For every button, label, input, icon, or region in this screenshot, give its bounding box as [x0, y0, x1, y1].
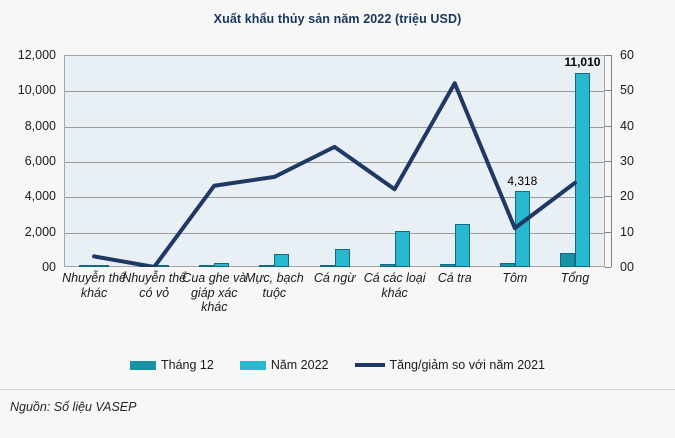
x-axis-category-label: Tôm: [502, 271, 528, 285]
y-axis-right-tick-label: 20: [620, 189, 634, 204]
trend-line-svg: [92, 81, 577, 269]
bar-series-layer: [64, 55, 605, 267]
bar-nam-2022: [394, 230, 410, 267]
bar-nam-2022: [454, 223, 470, 267]
data-label: 4,318: [507, 173, 538, 188]
x-axis-category-label: Nhuyễn thể có vỏ: [122, 271, 187, 300]
gridline: [65, 91, 604, 93]
legend-swatch-line-icon: [354, 363, 385, 367]
data-labels-layer: 4,318 11,010: [64, 55, 605, 267]
y-axis-left-tick-label: 00: [42, 260, 56, 274]
legend-swatch-bar-icon: [239, 360, 266, 370]
source-note: Nguồn: Số liệu VASEP: [10, 400, 137, 414]
bar-nam-2022: [94, 265, 110, 267]
legend-item-label: Tháng 12: [160, 358, 214, 372]
bar-thang-12: [559, 253, 575, 267]
y-axis-right-tick: [605, 55, 611, 56]
x-axis-category-label: Mực, bạch tuộc: [245, 271, 304, 300]
y-axis-right-tick: [605, 231, 611, 233]
gridline: [65, 197, 604, 199]
bar-thang-12: [499, 262, 515, 267]
y-axis-left-tick-label: 2,000: [24, 224, 56, 239]
x-axis-categories: Nhuyễn thể khác Nhuyễn thể có vỏ Cua ghe v…: [62, 271, 605, 351]
y-axis-left-tick-label: 10,000: [17, 83, 56, 98]
y-axis-right-tick: [605, 90, 611, 92]
x-axis-category-label: Nhuyễn thể khác: [62, 271, 127, 300]
chart-legend: Tháng 12 Năm 2022 Tăng/giảm so với năm 202…: [0, 358, 675, 372]
y-axis-right-tick-label: 30: [620, 154, 634, 168]
legend-item[interactable]: Tháng 12: [129, 358, 214, 372]
y-axis-left-tick-label: 8,000: [24, 118, 56, 133]
legend-item-label: Tăng/giảm so với năm 2021: [389, 358, 546, 372]
x-axis-category-label: Cá tra: [437, 271, 472, 285]
right-axis-line: [611, 55, 612, 267]
gridline: [65, 232, 604, 234]
bar-nam-2022: [574, 72, 590, 267]
y-axis-right-tick-label: 50: [620, 83, 634, 98]
legend-swatch-bar-icon: [129, 360, 156, 370]
bar-thang-12: [79, 265, 95, 267]
bar-thang-12: [319, 265, 335, 267]
y-axis-right-tick: [605, 267, 611, 268]
x-axis-category-label: Cá các loại khác: [363, 271, 426, 300]
chart-title: Xuất khẩu thủy sản năm 2022 (triệu USD): [213, 12, 462, 26]
y-axis-left-tick-label: 12,000: [17, 48, 56, 62]
gridline: [65, 126, 604, 128]
x-axis-category-label: Cá ngừ: [313, 271, 356, 285]
bar-thang-12: [439, 263, 455, 267]
y-axis-left-tick-label: 4,000: [24, 189, 56, 204]
trend-line-path: [92, 81, 577, 269]
legend-item[interactable]: Tăng/giảm so với năm 2021: [354, 358, 546, 372]
bar-thang-12: [259, 265, 275, 267]
bar-nam-2022: [214, 263, 230, 267]
plot-area: [64, 55, 605, 267]
y-axis-right-tick: [605, 125, 611, 127]
y-axis-right-tick-label: 60: [620, 48, 634, 62]
bar-nam-2022: [274, 253, 290, 267]
y-axis-right-tick-label: 40: [620, 118, 634, 133]
y-axis-right-tick-label: 10: [620, 224, 634, 239]
bar-nam-2022: [334, 248, 350, 267]
x-axis-category-label: Tổng: [560, 271, 590, 285]
x-axis-category-label: Cua ghe và giáp xác khác: [182, 271, 247, 314]
y-axis-left-tick-label: 6,000: [24, 154, 56, 168]
data-label: 11,010: [564, 55, 601, 70]
bar-thang-12: [379, 264, 395, 267]
bar-thang-12: [199, 265, 215, 267]
legend-item[interactable]: Năm 2022: [239, 358, 329, 372]
gridline: [65, 162, 604, 163]
footer-divider: [0, 389, 675, 390]
y-axis-right-tick-label: 00: [620, 260, 634, 274]
y-axis-right-tick: [605, 196, 611, 198]
y-axis-right-tick: [605, 161, 611, 162]
line-series-layer: [64, 55, 605, 269]
legend-item-label: Năm 2022: [270, 358, 329, 372]
